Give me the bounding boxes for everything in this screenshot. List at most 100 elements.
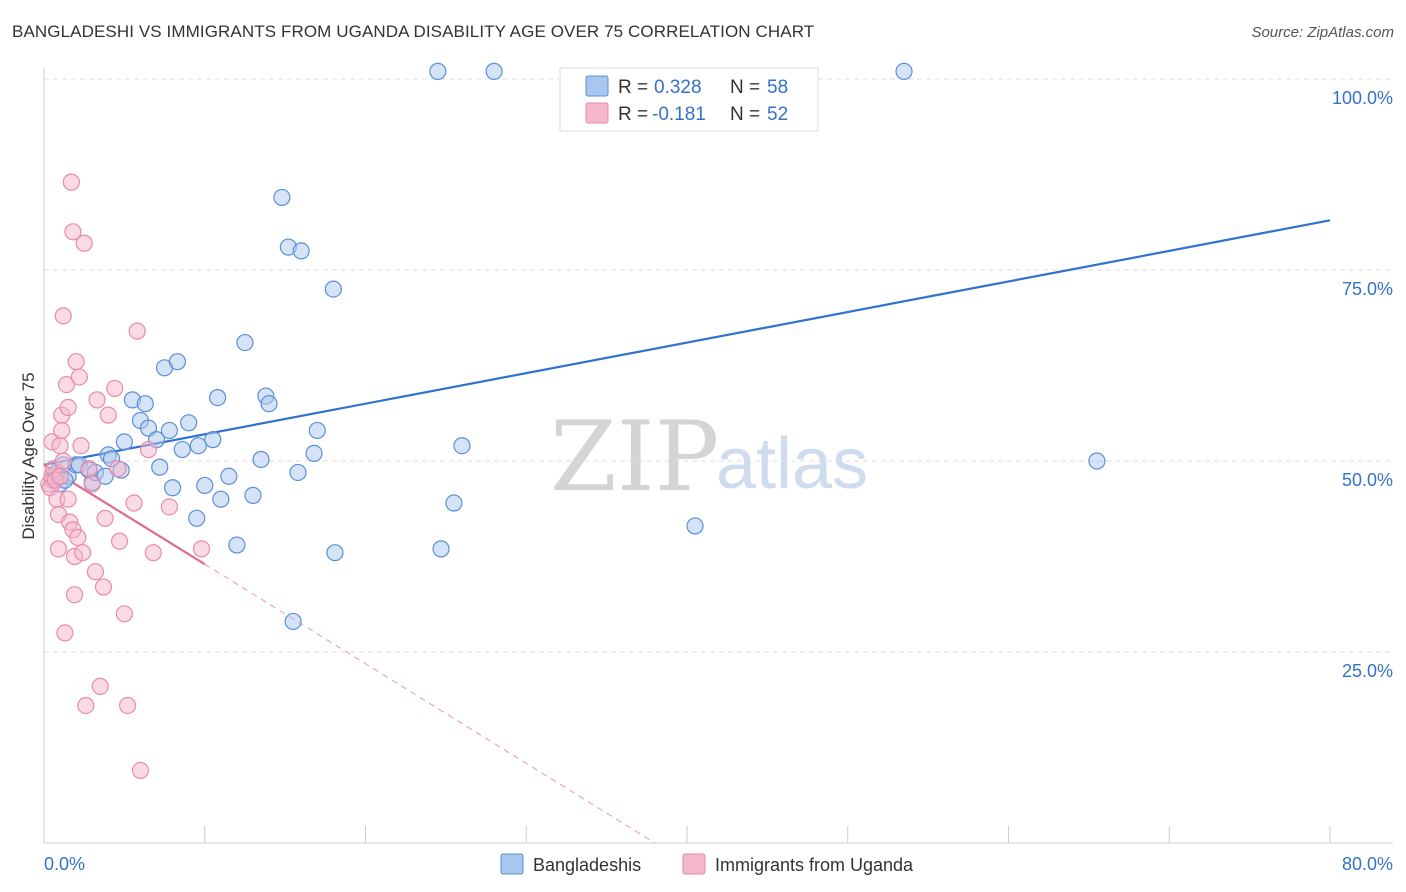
- point-bangladeshis[interactable]: [160, 421, 178, 440]
- point-uganda[interactable]: [131, 761, 150, 780]
- point-uganda[interactable]: [77, 696, 95, 715]
- point-bangladeshis[interactable]: [151, 458, 169, 476]
- point-bangladeshis[interactable]: [188, 509, 206, 527]
- data-points: [40, 62, 1106, 780]
- watermark: ZIP atlas: [550, 401, 868, 513]
- point-uganda[interactable]: [192, 540, 211, 558]
- point-uganda[interactable]: [96, 509, 114, 527]
- trend-line-uganda-extrapolated: [204, 563, 656, 844]
- point-uganda[interactable]: [56, 624, 74, 642]
- point-uganda[interactable]: [54, 307, 72, 325]
- point-uganda[interactable]: [106, 379, 124, 398]
- point-uganda[interactable]: [72, 437, 90, 455]
- point-uganda[interactable]: [99, 406, 117, 424]
- point-bangladeshis[interactable]: [1088, 452, 1106, 470]
- point-bangladeshis[interactable]: [485, 62, 503, 80]
- legend-label-bangladeshis[interactable]: Bangladeshis: [533, 855, 641, 875]
- point-bangladeshis[interactable]: [168, 353, 187, 371]
- point-bangladeshis[interactable]: [180, 414, 198, 432]
- point-bangladeshis[interactable]: [115, 433, 133, 451]
- point-uganda[interactable]: [67, 353, 85, 371]
- point-uganda[interactable]: [144, 544, 162, 562]
- stats-swatch-uganda: [585, 102, 609, 124]
- point-uganda[interactable]: [64, 223, 82, 241]
- point-bangladeshis[interactable]: [189, 437, 207, 455]
- watermark-zip: ZIP: [550, 401, 719, 513]
- point-bangladeshis[interactable]: [686, 517, 704, 535]
- point-uganda[interactable]: [57, 376, 76, 394]
- point-uganda[interactable]: [51, 437, 69, 455]
- point-bangladeshis[interactable]: [96, 467, 114, 485]
- point-uganda[interactable]: [59, 398, 77, 417]
- point-bangladeshis[interactable]: [220, 467, 238, 485]
- point-bangladeshis[interactable]: [289, 463, 307, 482]
- point-uganda[interactable]: [53, 421, 71, 440]
- y-tick-labels: 25.0% 50.0% 75.0% 100.0%: [1332, 88, 1393, 681]
- point-bangladeshis[interactable]: [284, 612, 302, 631]
- point-uganda[interactable]: [54, 452, 72, 470]
- point-bangladeshis[interactable]: [445, 494, 463, 512]
- point-bangladeshis[interactable]: [173, 440, 191, 459]
- point-bangladeshis[interactable]: [326, 544, 344, 562]
- point-bangladeshis[interactable]: [260, 395, 278, 413]
- point-bangladeshis[interactable]: [196, 476, 214, 495]
- x-tick-marks: [204, 826, 1331, 843]
- point-bangladeshis[interactable]: [308, 421, 326, 440]
- point-uganda[interactable]: [109, 460, 127, 478]
- point-uganda[interactable]: [75, 234, 93, 252]
- stats-legend-box: R = 0.328 N = 58 R = -0.181 N = 52: [559, 67, 819, 132]
- point-bangladeshis[interactable]: [324, 280, 342, 298]
- point-uganda[interactable]: [59, 490, 77, 508]
- trend-lines: [43, 219, 1331, 844]
- point-bangladeshis[interactable]: [453, 437, 471, 455]
- point-uganda[interactable]: [62, 173, 80, 191]
- point-bangladeshis[interactable]: [252, 450, 270, 469]
- point-uganda[interactable]: [125, 494, 143, 512]
- point-uganda[interactable]: [73, 544, 92, 562]
- stats-r-label-bangladeshis: R =: [618, 77, 648, 98]
- y-tick-label: 75.0%: [1342, 279, 1393, 299]
- point-bangladeshis[interactable]: [209, 388, 227, 407]
- legend-swatch-uganda[interactable]: [682, 853, 706, 875]
- point-uganda[interactable]: [69, 528, 87, 547]
- point-bangladeshis[interactable]: [204, 431, 222, 449]
- chart-title: BANGLADESHI VS IMMIGRANTS FROM UGANDA DI…: [12, 22, 815, 41]
- point-bangladeshis[interactable]: [136, 395, 154, 413]
- trend-line-bangladeshis: [43, 219, 1331, 466]
- point-uganda[interactable]: [51, 467, 69, 485]
- point-bangladeshis[interactable]: [895, 62, 913, 80]
- point-bangladeshis[interactable]: [432, 540, 450, 558]
- point-uganda[interactable]: [128, 322, 146, 340]
- point-bangladeshis[interactable]: [212, 490, 230, 508]
- point-uganda[interactable]: [110, 532, 129, 550]
- point-bangladeshis[interactable]: [228, 536, 246, 554]
- stats-n-label-bangladeshis: N =: [730, 77, 760, 98]
- point-uganda[interactable]: [88, 391, 106, 409]
- point-uganda[interactable]: [49, 540, 68, 558]
- point-uganda[interactable]: [83, 475, 101, 493]
- legend-swatch-bangladeshis[interactable]: [500, 853, 524, 875]
- point-uganda[interactable]: [94, 578, 113, 596]
- point-uganda[interactable]: [118, 696, 137, 715]
- legend-label-uganda[interactable]: Immigrants from Uganda: [715, 855, 914, 875]
- stats-n-value-bangladeshis: 58: [767, 77, 788, 98]
- point-uganda[interactable]: [80, 460, 98, 478]
- point-uganda[interactable]: [65, 586, 84, 604]
- stats-n-label-uganda: N =: [730, 104, 760, 125]
- point-uganda[interactable]: [91, 677, 109, 695]
- point-bangladeshis[interactable]: [292, 242, 310, 260]
- point-uganda[interactable]: [139, 440, 158, 459]
- stats-n-value-uganda: 52: [767, 104, 788, 125]
- point-bangladeshis[interactable]: [164, 479, 182, 497]
- point-bangladeshis[interactable]: [244, 486, 262, 504]
- point-bangladeshis[interactable]: [273, 188, 291, 207]
- point-uganda[interactable]: [86, 563, 105, 581]
- point-bangladeshis[interactable]: [429, 62, 447, 80]
- point-uganda[interactable]: [115, 605, 133, 623]
- point-uganda[interactable]: [70, 368, 88, 386]
- point-bangladeshis[interactable]: [305, 444, 323, 462]
- stats-r-label-uganda: R =: [618, 104, 648, 125]
- point-bangladeshis[interactable]: [236, 333, 254, 352]
- point-uganda[interactable]: [160, 498, 178, 516]
